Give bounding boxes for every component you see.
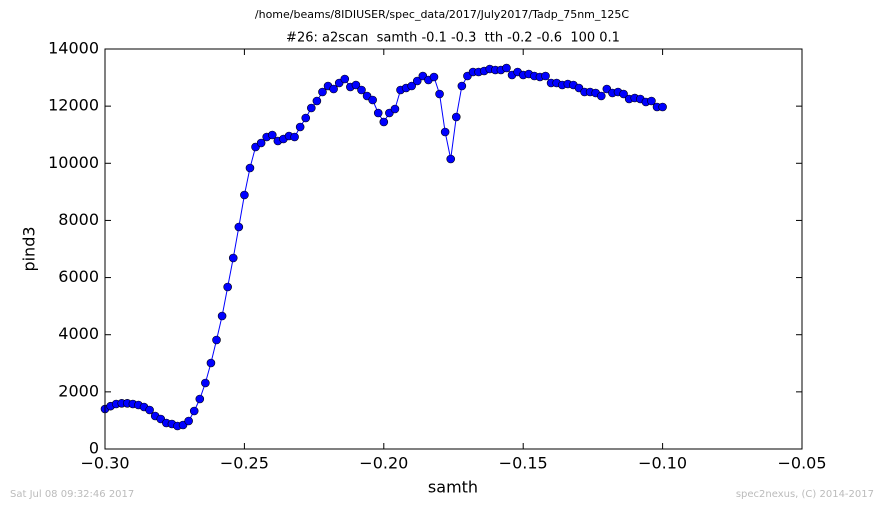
- data-point: [647, 96, 656, 106]
- data-point: [390, 104, 400, 114]
- data-point: [429, 72, 439, 82]
- data-point: [457, 81, 467, 91]
- data-point: [201, 378, 210, 388]
- x-tick-label: −0.20: [359, 454, 408, 473]
- footer-right: spec2nexus, (C) 2014-2017: [736, 489, 874, 500]
- data-point: [228, 253, 238, 263]
- y-tick-label: 8000: [58, 210, 99, 229]
- data-point: [240, 190, 249, 200]
- data-point: [206, 358, 216, 368]
- data-point: [267, 130, 277, 140]
- data-point: [223, 282, 232, 292]
- data-point: [373, 108, 383, 118]
- data-point: [184, 416, 193, 426]
- data-point: [295, 122, 305, 132]
- x-tick-label: −0.05: [777, 454, 826, 473]
- data-point: [234, 222, 244, 232]
- data-point: [340, 74, 350, 84]
- data-point: [596, 91, 606, 101]
- x-axis-label: samth: [428, 478, 478, 497]
- data-point: [412, 76, 422, 86]
- x-tick-label: −0.10: [638, 454, 687, 473]
- data-point: [658, 102, 667, 112]
- data-point: [301, 113, 311, 123]
- y-tick-label: 6000: [58, 267, 99, 286]
- data-point: [290, 132, 299, 142]
- data-point: [245, 163, 255, 173]
- x-tick-label: −0.15: [499, 454, 548, 473]
- data-point: [379, 117, 389, 127]
- x-tick-label: −0.25: [220, 454, 269, 473]
- data-point: [357, 85, 366, 95]
- data-point: [435, 89, 444, 99]
- data-point: [217, 311, 227, 321]
- data-point: [212, 335, 221, 345]
- data-point: [189, 406, 199, 416]
- data-point: [446, 154, 456, 164]
- data-point: [368, 95, 377, 105]
- x-tick-label: −0.30: [80, 454, 129, 473]
- chart-title: #26: a2scan samth -0.1 -0.3 tth -0.2 -0.…: [286, 31, 620, 46]
- data-point: [195, 394, 205, 404]
- y-tick-label: 10000: [48, 153, 99, 172]
- y-tick-label: 2000: [58, 381, 99, 400]
- data-point: [145, 405, 154, 415]
- data-point: [440, 127, 450, 137]
- y-tick-label: 14000: [48, 39, 99, 58]
- y-tick-label: 12000: [48, 96, 99, 115]
- data-point: [407, 81, 416, 91]
- y-tick-label: 0: [89, 439, 99, 458]
- suptitle: /home/beams/8IDIUSER/spec_data/2017/July…: [255, 8, 630, 21]
- data-point: [619, 89, 628, 99]
- data-point: [318, 87, 327, 97]
- data-point: [312, 96, 322, 106]
- data-point: [351, 80, 361, 90]
- data-point: [451, 112, 461, 122]
- data-point: [256, 138, 266, 148]
- data-point: [329, 84, 338, 94]
- data-point: [541, 71, 550, 81]
- data-point: [307, 103, 316, 113]
- plot-frame: [104, 48, 803, 450]
- y-axis-label: pind3: [20, 226, 39, 271]
- footer-left: Sat Jul 08 09:32:46 2017: [10, 489, 134, 500]
- data-point: [502, 63, 511, 73]
- y-tick-label: 4000: [58, 324, 99, 343]
